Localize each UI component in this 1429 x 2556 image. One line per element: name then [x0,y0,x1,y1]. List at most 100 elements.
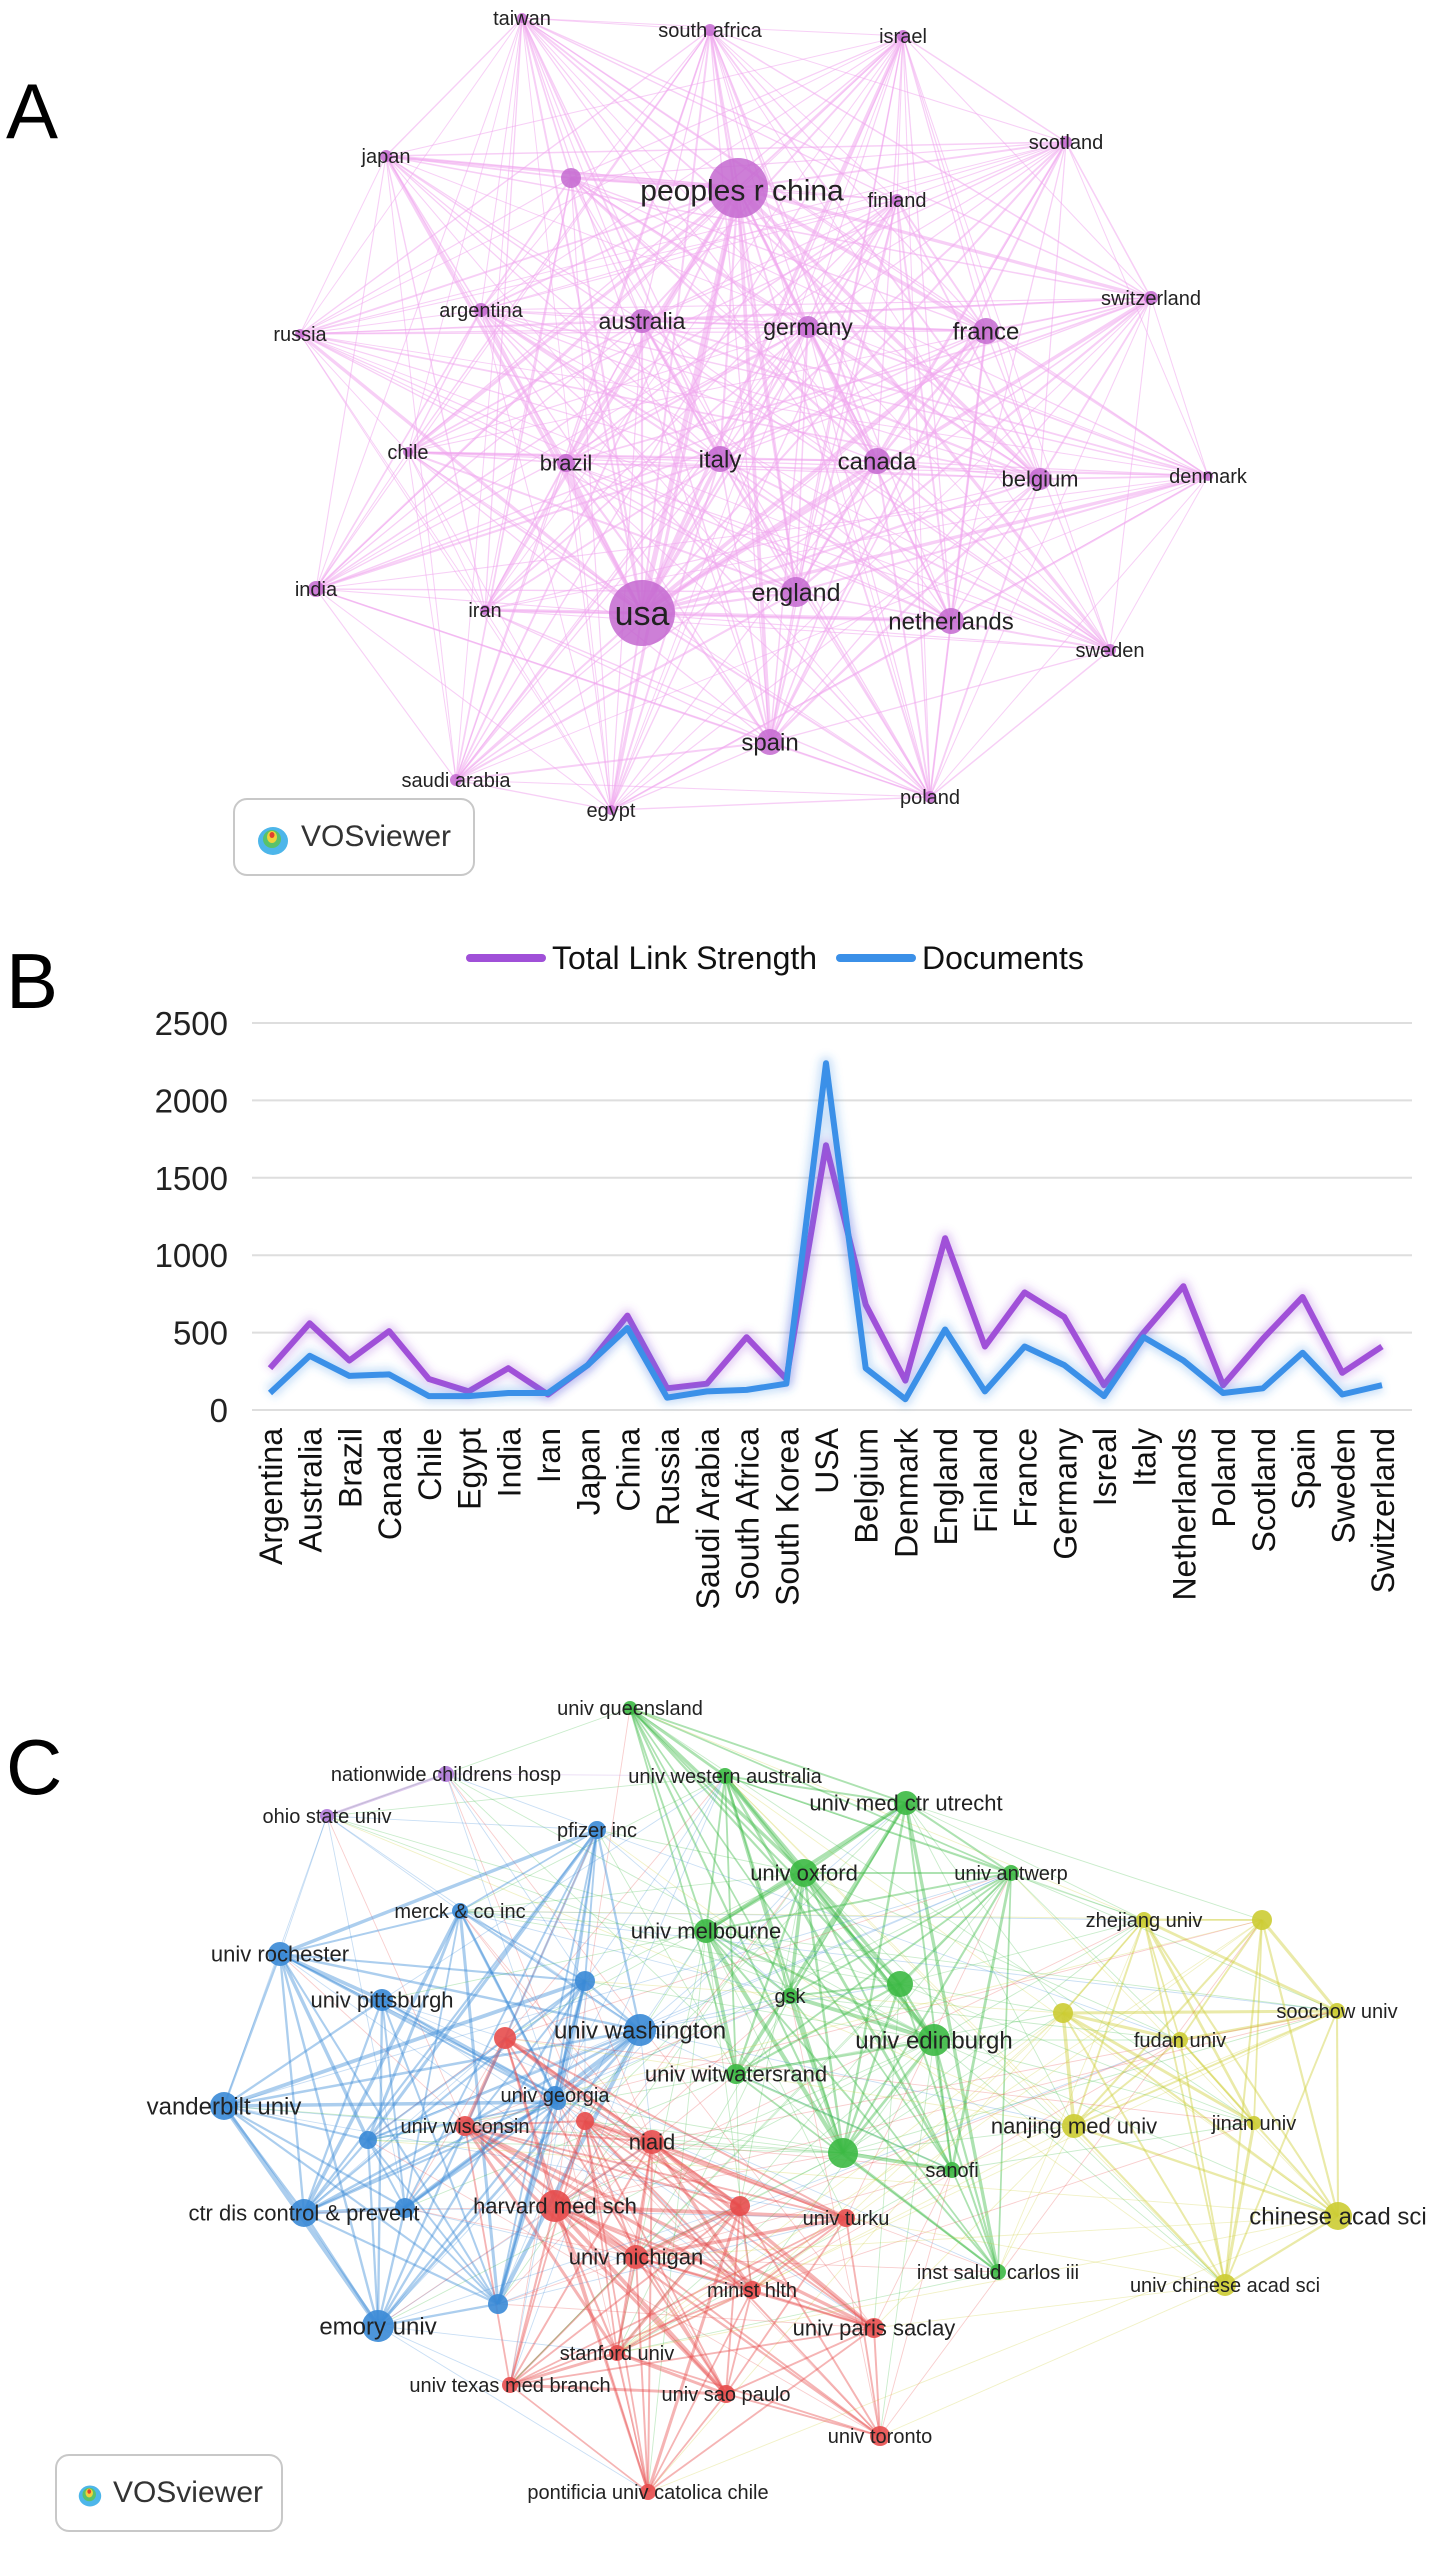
link [1010,1872,1338,2012]
link [719,297,1152,460]
link [709,29,898,201]
link [299,333,1041,480]
node-switzerland [1144,291,1158,305]
link [616,2152,844,2354]
link [899,1983,999,2273]
link [641,611,952,623]
node-label-univ-georgia: univ georgia [501,2085,611,2107]
link [223,1999,383,2107]
node-pontificia-univ-catolica-chile [640,2484,656,2500]
node-label-stanford-univ: stanford univ [560,2343,675,2365]
link [739,2205,881,2437]
link [584,2120,753,2291]
link [404,2037,506,2209]
node-label-sweden: sweden [1076,640,1145,662]
link [1260,1919,1340,2217]
link [635,2215,1339,2258]
link [769,741,931,798]
node-ctr-dis-control-and-prevent [290,2199,318,2227]
link [615,2205,742,2354]
link [635,2256,649,2493]
link [496,2101,560,2305]
link [455,297,1152,781]
link [279,1815,328,1955]
link [709,29,1152,299]
link [557,1829,598,2103]
node-univ-washington [624,2014,656,2046]
link [509,2384,649,2493]
link [445,1773,586,1982]
link [299,333,567,464]
link [299,333,612,811]
link [616,2256,637,2354]
link [751,2289,875,2329]
link [484,326,809,611]
link [480,187,739,311]
link [651,2141,844,2154]
link [584,2120,741,2207]
link [735,1983,901,2075]
link [879,2039,935,2437]
node-pfizer-inc [588,1821,606,1839]
link [404,2207,499,2305]
panel-c: C univ queensland nationwide childrens ho… [0,1660,1429,2556]
node-inst-salud-carlos-iii [990,2264,1006,2280]
x-tick-label: Netherlands [1166,1428,1202,1601]
node-label-univ-antwerp: univ antwerp [954,1863,1067,1885]
link [807,326,931,798]
link [704,1930,738,2075]
link [985,330,1111,651]
link [404,2207,847,2219]
link [404,2073,737,2209]
link [299,333,952,622]
link [951,2122,1255,2171]
link [705,1872,805,1932]
link [480,141,1067,311]
link [464,1995,791,2127]
node-label-iran: iran [468,600,501,622]
link [381,1999,875,2329]
node-univ-witwatersrand [726,2064,746,2084]
y-axis-ticks: 2500 2000 1500 1000 500 0 [155,1005,228,1429]
link [222,1953,282,2107]
x-tick-label: Belgium [849,1428,885,1544]
x-tick-label: Scotland [1246,1428,1282,1553]
link [769,649,1111,743]
link [641,141,1067,614]
y-tick-label: 2500 [155,1005,228,1042]
link [724,1775,1075,2127]
link [455,779,612,811]
link [380,1999,407,2209]
link [842,2151,953,2172]
link [279,1952,383,2002]
link [377,2205,741,2327]
link [315,451,409,590]
link [1179,2039,1339,2217]
link [509,2327,875,2386]
link [385,155,643,322]
link [445,1773,586,2122]
link [385,155,898,201]
link [950,1872,1013,2171]
link [381,1930,707,2001]
link [616,1995,791,2354]
node-unlabeled [730,2196,750,2216]
link [480,199,898,311]
node-label-univ-sao-paulo: univ sao paulo [662,2384,791,2406]
link [641,474,1209,615]
link [367,1980,586,2141]
node-univ-sao-paulo [717,2385,735,2403]
node-label-taiwan: taiwan [493,8,551,30]
link [553,2204,728,2396]
link [326,1707,631,1817]
link [902,35,931,798]
link [704,1929,845,2155]
link [596,1829,805,1874]
link [845,2217,881,2437]
link [751,2217,847,2291]
link [303,1829,598,2214]
link [278,1953,380,2327]
link [641,612,931,798]
node-unlabeled [1053,2003,1073,2023]
link [789,1982,901,1998]
